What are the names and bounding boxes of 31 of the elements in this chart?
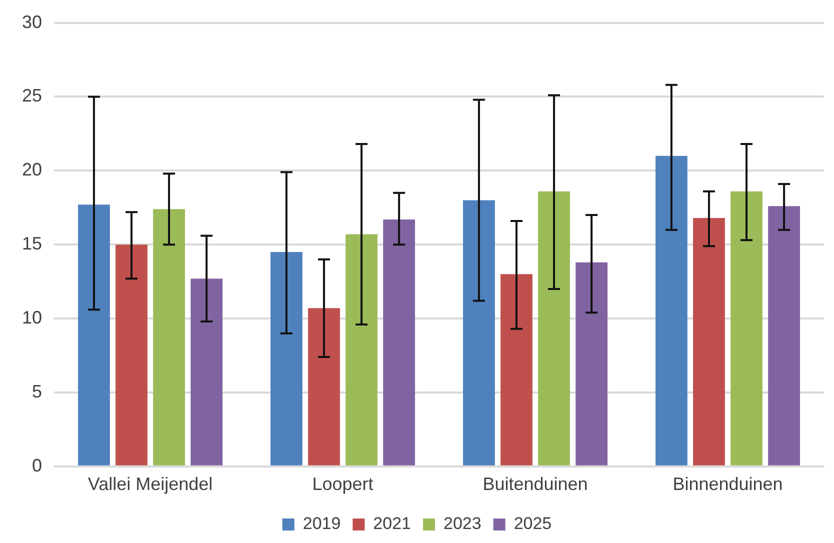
bar <box>190 278 223 466</box>
y-tick-label: 15 <box>22 234 42 254</box>
legend-label: 2023 <box>444 514 482 534</box>
bar <box>270 252 302 466</box>
y-tick-label: 20 <box>22 160 42 180</box>
bar <box>463 200 495 466</box>
x-tick-label: Buitenduinen <box>482 474 588 494</box>
bar <box>768 206 800 466</box>
legend-label: 2021 <box>373 514 412 534</box>
legend-label: 2019 <box>302 514 341 534</box>
bar <box>500 274 532 466</box>
bar <box>308 308 340 466</box>
bar <box>693 218 725 466</box>
bar <box>383 219 416 466</box>
bar <box>153 209 185 466</box>
bar <box>538 191 570 466</box>
bar <box>655 156 688 466</box>
x-tick-label: Binnenduinen <box>672 474 783 494</box>
y-tick-label: 0 <box>32 455 42 476</box>
y-tick-label: 5 <box>32 381 42 402</box>
x-tick-label: Vallei Meijendel <box>88 474 213 494</box>
bar <box>576 262 608 466</box>
legend-label: 2025 <box>514 514 552 534</box>
bar <box>116 244 148 466</box>
y-tick-label: 25 <box>22 86 42 106</box>
bar <box>346 234 378 466</box>
bar <box>78 204 110 466</box>
y-tick-label: 30 <box>22 12 42 32</box>
bar <box>730 191 762 466</box>
x-tick-label: Loopert <box>312 474 374 494</box>
y-tick-label: 10 <box>22 308 42 328</box>
